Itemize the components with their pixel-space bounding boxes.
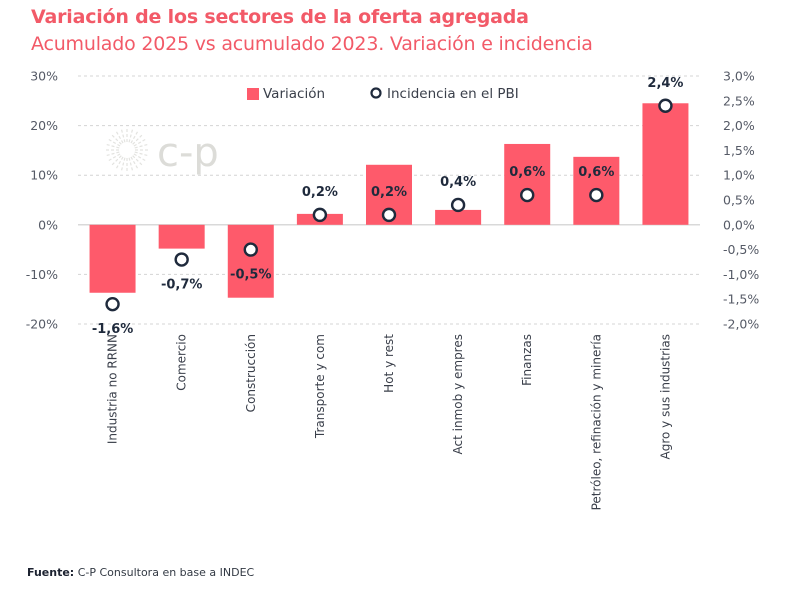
category-label: Petróleo, refinación y minería bbox=[589, 334, 603, 510]
incidence-marker bbox=[105, 296, 120, 312]
right-tick-label: -2,0% bbox=[723, 317, 759, 332]
right-tick-label: -0,5% bbox=[723, 242, 759, 257]
category-label: Agro y sus industrias bbox=[658, 334, 672, 459]
data-label: 0,2% bbox=[302, 185, 338, 200]
category-label: Comercio bbox=[175, 334, 189, 391]
left-tick-label: -10% bbox=[26, 267, 58, 282]
incidence-series bbox=[105, 98, 673, 312]
watermark-ray bbox=[132, 134, 143, 145]
watermark-ray bbox=[115, 156, 124, 170]
data-label: 0,6% bbox=[578, 165, 614, 180]
watermark-ray bbox=[105, 151, 120, 157]
watermark-ray bbox=[130, 156, 139, 170]
chart-subtitle: Acumulado 2025 vs acumulado 2023. Variac… bbox=[31, 33, 593, 55]
watermark-ray bbox=[111, 155, 122, 166]
left-tick-label: 20% bbox=[30, 118, 58, 133]
watermark-ray bbox=[128, 128, 134, 143]
legend-label-incidencia: Incidencia en el PBI bbox=[387, 86, 519, 102]
left-tick-label: -20% bbox=[26, 317, 58, 332]
category-label: Industria no RRNN bbox=[106, 334, 120, 444]
bar bbox=[504, 143, 551, 225]
watermark-ray bbox=[120, 157, 126, 172]
right-tick-label: 2,0% bbox=[723, 118, 755, 133]
source-label: Fuente: bbox=[27, 566, 75, 579]
incidence-marker bbox=[312, 207, 328, 223]
incidence-marker bbox=[589, 187, 604, 203]
data-label: 0,2% bbox=[371, 185, 407, 200]
incidence-marker bbox=[450, 197, 466, 213]
data-labels: -1,6% -0,7% -0,5% 0,2% 0,2% 0,4% 0,6% 0,6% 2,4% bbox=[92, 76, 684, 337]
watermark-ray bbox=[128, 157, 134, 172]
data-label: 0,6% bbox=[509, 165, 545, 180]
legend-swatch-variacion bbox=[247, 88, 259, 100]
source-note: Fuente: C-P Consultora en base a INDEC bbox=[27, 566, 254, 579]
left-axis: 30% 20% 10% 0% -10% -20% bbox=[26, 69, 58, 332]
right-tick-label: 1,5% bbox=[723, 143, 755, 158]
bar bbox=[642, 103, 689, 225]
left-tick-label: 30% bbox=[30, 69, 58, 84]
category-label: Construcción bbox=[244, 334, 258, 412]
watermark-ray bbox=[107, 138, 121, 147]
watermark-ray bbox=[111, 134, 122, 145]
watermark-logo: c-p bbox=[105, 128, 219, 176]
incidence-marker bbox=[174, 252, 189, 267]
incidence-marker bbox=[243, 242, 258, 257]
watermark-ray bbox=[107, 153, 121, 162]
watermark-ray bbox=[133, 153, 147, 162]
data-label: -0,5% bbox=[230, 268, 271, 283]
watermark-ray bbox=[130, 130, 139, 144]
chart-title: Variación de los sectores de la oferta a… bbox=[31, 6, 529, 28]
right-tick-label: 3,0% bbox=[723, 69, 755, 84]
bar bbox=[89, 224, 136, 293]
category-labels: Industria no RRNN Comercio Construcción Tra… bbox=[106, 334, 673, 511]
right-tick-label: 0,5% bbox=[723, 193, 755, 208]
watermark-ray bbox=[133, 138, 147, 147]
data-label: -1,6% bbox=[92, 322, 133, 337]
right-tick-label: 2,5% bbox=[723, 93, 755, 108]
bar bbox=[158, 224, 205, 249]
right-axis: 3,0% 2,5% 2,0% 1,5% 1,0% 0,5% 0,0% -0,5% -1,0% -1… bbox=[723, 69, 759, 332]
legend: Variación Incidencia en el PBI bbox=[247, 86, 519, 102]
incidence-marker bbox=[658, 98, 673, 113]
category-label: Transporte y com bbox=[313, 334, 327, 439]
right-tick-label: 0,0% bbox=[723, 217, 755, 232]
left-tick-label: 10% bbox=[30, 168, 58, 183]
data-label: 0,4% bbox=[440, 175, 476, 190]
legend-label-variacion: Variación bbox=[263, 86, 325, 102]
right-tick-label: -1,0% bbox=[723, 267, 759, 282]
watermark-ray bbox=[134, 143, 149, 149]
right-tick-label: 1,0% bbox=[723, 168, 755, 183]
bar bbox=[227, 224, 274, 298]
watermark-ray bbox=[134, 151, 149, 157]
watermark-ray bbox=[115, 130, 124, 144]
left-tick-label: 0% bbox=[38, 217, 58, 232]
watermark-ray bbox=[120, 128, 126, 143]
watermark-ray bbox=[132, 155, 143, 166]
source-text: C-P Consultora en base a INDEC bbox=[77, 566, 255, 579]
incidence-marker bbox=[520, 187, 535, 203]
right-tick-label: -1,5% bbox=[723, 292, 759, 307]
watermark-text: c-p bbox=[157, 130, 219, 176]
category-label: Hot y rest bbox=[382, 334, 396, 393]
data-label: -0,7% bbox=[161, 278, 202, 293]
incidence-marker bbox=[381, 207, 397, 223]
watermark-ray bbox=[105, 143, 120, 149]
data-label: 2,4% bbox=[647, 76, 683, 91]
category-label: Finanzas bbox=[520, 334, 534, 386]
bar bbox=[435, 209, 482, 225]
category-label: Act inmob y empres bbox=[451, 334, 465, 454]
legend-marker-incidencia bbox=[370, 87, 382, 99]
